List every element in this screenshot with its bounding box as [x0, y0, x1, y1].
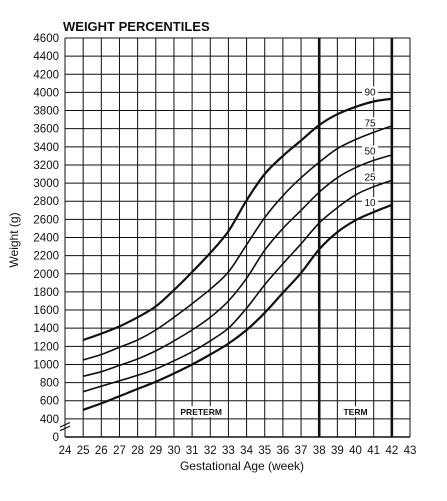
series-label-bg — [362, 86, 379, 98]
y-tick-label: 800 — [40, 378, 59, 390]
y-tick-label: 4200 — [33, 69, 59, 81]
series-label-p90: 90 — [364, 87, 376, 98]
series-line-p90 — [82, 97, 392, 342]
series-label-p50: 50 — [364, 146, 376, 157]
y-tick-label: 4600 — [33, 33, 59, 45]
y-tick-label: 400 — [40, 414, 59, 426]
x-tick-label: 38 — [313, 445, 326, 457]
y-tick-label: 1000 — [33, 359, 59, 371]
series-line-p10 — [82, 203, 393, 411]
y-tick-label: 3000 — [33, 178, 59, 190]
y-tick-label: 1200 — [33, 341, 59, 353]
x-tick-label: 25 — [77, 445, 90, 457]
x-tick-label: 41 — [367, 445, 380, 457]
x-tick-label: 26 — [95, 445, 108, 457]
x-tick-label: 37 — [295, 445, 308, 457]
y-axis-label: Weight (g) — [7, 212, 21, 267]
x-tick-label: 31 — [186, 445, 199, 457]
axis-break-mark — [59, 425, 71, 432]
x-tick-label: 29 — [149, 445, 162, 457]
x-tick-label: 43 — [404, 445, 417, 457]
x-tick-label: 28 — [131, 445, 144, 457]
y-tick-label: 600 — [40, 396, 59, 408]
y-tick-label: 0 — [53, 432, 59, 444]
y-tick-label: 2000 — [33, 269, 59, 281]
region-label-term: TERM — [343, 407, 367, 417]
region-label-preterm: PRETERM — [180, 407, 222, 417]
y-tick-label: 2400 — [33, 233, 59, 245]
y-tick-label: 1800 — [33, 287, 59, 299]
y-tick-labels: 0 400 600 800 1000 1200 1400 1600 1800 2000 2200 24… — [33, 33, 59, 444]
x-tick-label: 32 — [204, 445, 217, 457]
series-label-p10: 10 — [364, 198, 376, 209]
series-label-p25: 25 — [364, 173, 376, 184]
y-tick-label: 1400 — [33, 323, 59, 335]
series-label-bg — [362, 171, 379, 183]
region-label-bg — [176, 406, 226, 418]
x-tick-label: 30 — [168, 445, 181, 457]
region-label-bg — [340, 406, 371, 418]
percentile-series: 90 75 50 25 10 — [82, 86, 393, 411]
series-line-p25 — [82, 179, 393, 393]
axis-break-mark — [59, 421, 71, 428]
series-label-p75: 75 — [364, 118, 376, 129]
regions: PRETERM TERM — [176, 406, 371, 418]
y-tick-label: 3600 — [33, 124, 59, 136]
y-tick-label: 4400 — [33, 51, 59, 63]
x-axis-label: Gestational Age (week) — [180, 459, 304, 473]
x-tick-label: 40 — [349, 445, 362, 457]
y-tick-label: 1600 — [33, 305, 59, 317]
y-tick-label: 3800 — [33, 106, 59, 118]
y-tick-label: 3400 — [33, 142, 59, 154]
x-tick-label: 39 — [331, 445, 344, 457]
x-tick-label: 24 — [59, 445, 72, 457]
y-tick-label: 2600 — [33, 214, 59, 226]
x-tick-label: 42 — [385, 445, 398, 457]
series-label-bg — [362, 145, 379, 157]
x-tick-label: 33 — [222, 445, 235, 457]
series-label-bg — [362, 197, 379, 209]
chart-title: WEIGHT PERCENTILES — [63, 19, 210, 34]
y-tick-label: 4000 — [33, 87, 59, 99]
series-label-bg — [362, 117, 379, 129]
x-tick-labels: 24 25 26 27 28 29 30 31 32 33 34 35 36 37 38 39 40 41 42 43 — [59, 445, 417, 457]
series-line-p75 — [82, 125, 393, 361]
x-tick-label: 34 — [240, 445, 253, 457]
y-tick-label: 2200 — [33, 251, 59, 263]
x-tick-label: 27 — [113, 445, 126, 457]
y-tick-label: 3200 — [33, 160, 59, 172]
series-line-p50 — [83, 154, 393, 377]
y-tick-label: 2800 — [33, 196, 59, 208]
x-tick-label: 36 — [276, 445, 289, 457]
x-tick-label: 35 — [258, 445, 271, 457]
grid — [59, 37, 411, 438]
